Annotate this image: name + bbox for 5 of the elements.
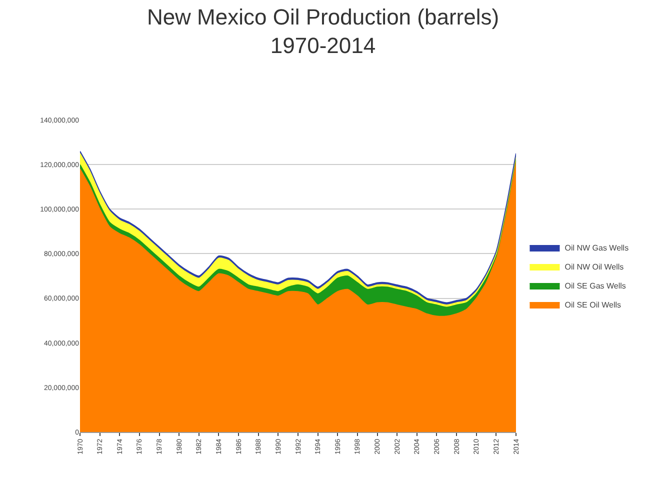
legend-label: Oil SE Oil Wells bbox=[564, 300, 622, 310]
legend-label: Oil NW Oil Wells bbox=[564, 262, 624, 272]
chart-title: New Mexico Oil Production (barrels) 1970-2014 bbox=[146, 4, 500, 58]
legend-label: Oil NW Gas Wells bbox=[564, 244, 629, 253]
legend-label: Oil SE Gas Wells bbox=[564, 282, 626, 291]
